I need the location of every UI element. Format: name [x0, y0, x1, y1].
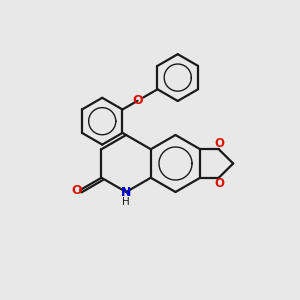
Text: O: O — [71, 184, 82, 196]
Text: O: O — [214, 137, 224, 150]
Text: N: N — [121, 186, 131, 199]
Text: H: H — [122, 196, 129, 207]
Text: O: O — [133, 94, 143, 107]
Text: O: O — [214, 177, 224, 190]
